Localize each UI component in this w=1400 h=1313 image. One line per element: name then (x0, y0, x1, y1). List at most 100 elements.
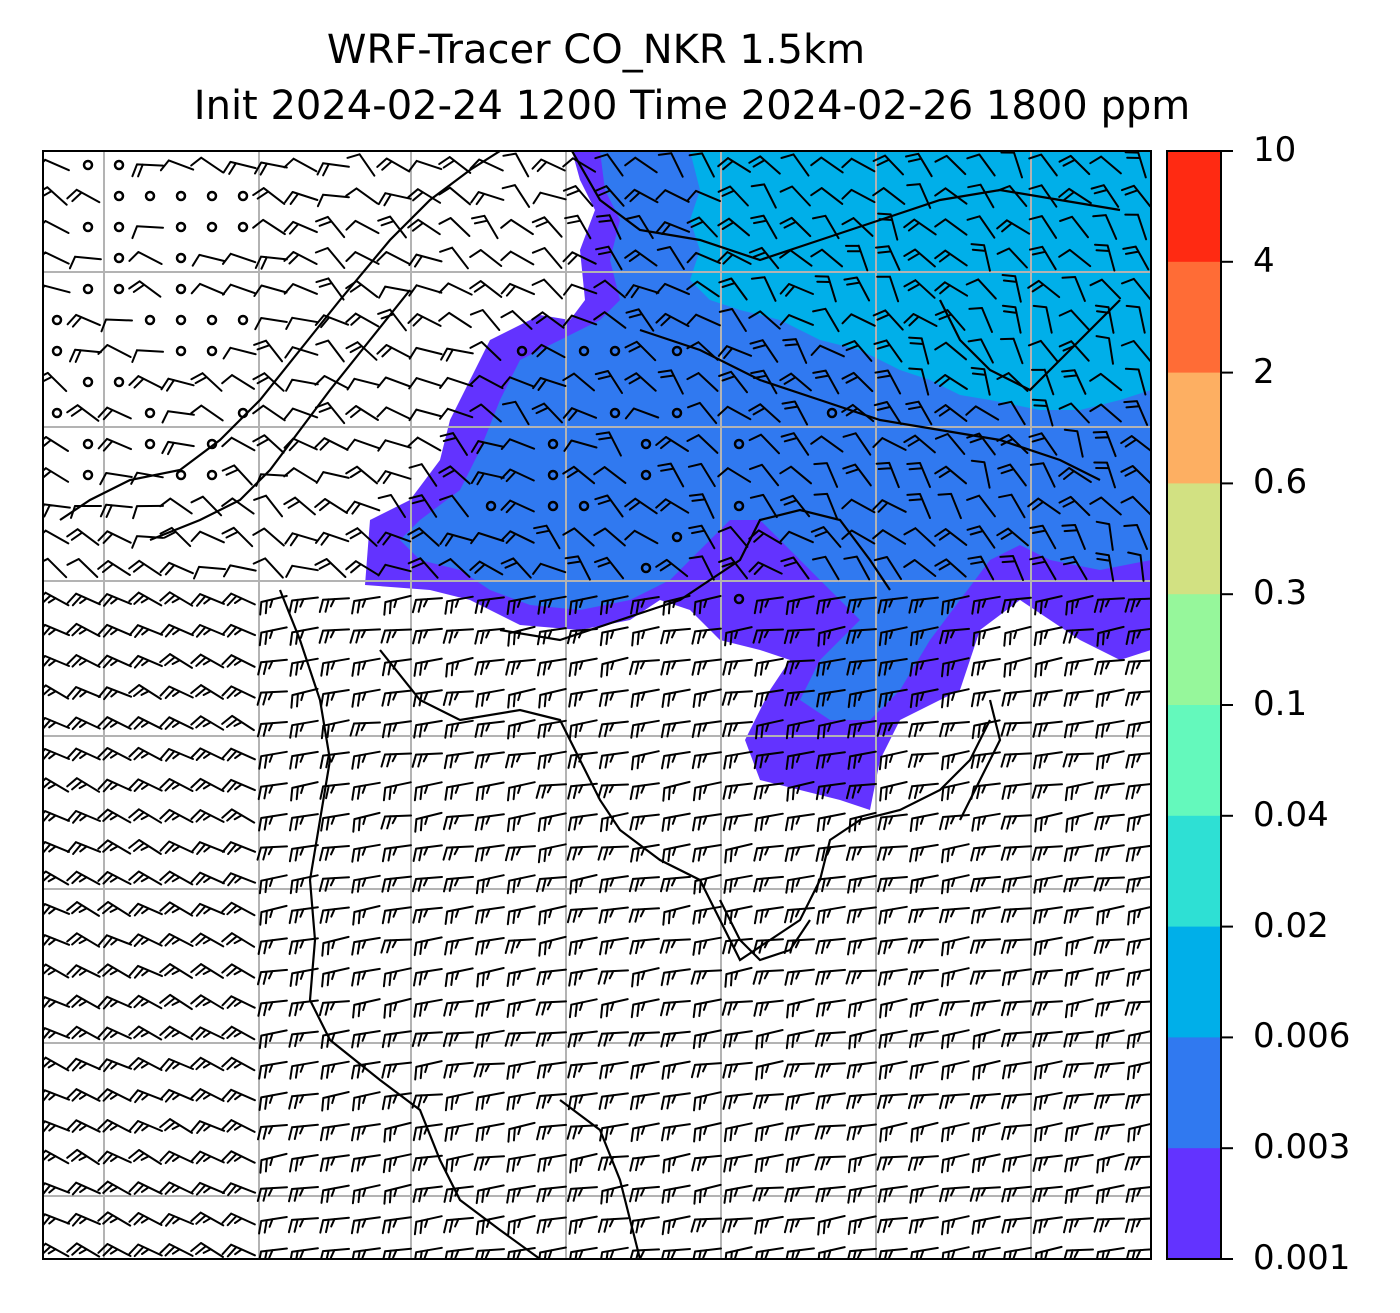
wind-barb (43, 591, 70, 607)
wind-barb (411, 1031, 443, 1048)
colorbar-tick-label: 0.001 (1253, 1238, 1351, 1278)
wind-barb (624, 156, 658, 174)
wind-barb (190, 684, 224, 700)
wind-barb (848, 811, 877, 833)
wind-barb (783, 659, 815, 675)
wind-barb (690, 1217, 722, 1233)
wind-barb (1032, 1154, 1063, 1172)
wind-barb (686, 434, 719, 454)
wind-barb (537, 812, 567, 833)
wind-barb (252, 557, 284, 579)
wind-barb (159, 526, 192, 548)
wind-barb (597, 1031, 629, 1047)
wind-barb (872, 499, 907, 513)
wind-barb (1089, 496, 1122, 516)
wind-barb (998, 400, 1026, 426)
wind-barb (753, 782, 784, 800)
wind-barb (43, 557, 68, 579)
wind-barb (847, 937, 877, 956)
wind-barb (812, 369, 840, 395)
wind-barb (814, 1062, 846, 1078)
wind-barb (878, 626, 908, 647)
wind-barb (289, 1154, 319, 1173)
wind-barb (934, 218, 968, 236)
wind-barb (474, 627, 505, 645)
wind-barb (376, 157, 411, 173)
wind-barb (506, 998, 536, 1018)
wind-barb (1127, 1122, 1151, 1143)
wind-barb (444, 1122, 474, 1142)
wind-barb (252, 527, 285, 547)
wind-barb (752, 969, 784, 985)
wind-barb (351, 936, 381, 956)
wind-barb (941, 1246, 970, 1259)
wind-barb (345, 341, 378, 361)
wind-barb (221, 963, 256, 979)
wind-barb (785, 874, 815, 894)
wind-barb (471, 214, 499, 240)
wind-barb (934, 528, 968, 546)
wind-barb (1028, 215, 1058, 239)
wind-barb (288, 999, 319, 1017)
wind-barb (970, 366, 991, 396)
wind-barb (414, 1060, 443, 1081)
wind-barb (1033, 1060, 1063, 1081)
wind-barb (934, 341, 967, 361)
wind-barb (221, 714, 255, 732)
wind-barb (1029, 245, 1057, 271)
wind-barb (879, 781, 908, 802)
wind-barbs (43, 151, 1151, 1259)
wind-barb (600, 998, 629, 1019)
wind-barb (190, 1088, 225, 1102)
wind-barb (377, 308, 407, 332)
wind-barb (875, 461, 900, 489)
wind-barb (66, 1148, 100, 1166)
wind-barb (784, 689, 815, 707)
wind-barb (877, 1185, 908, 1204)
wind-barb (970, 1092, 1001, 1110)
wind-barb (934, 465, 967, 485)
wind-barb (624, 249, 658, 267)
wind-barb (159, 963, 193, 979)
wind-barb (815, 937, 846, 955)
wind-barb (692, 813, 722, 832)
wind-barb (1089, 278, 1122, 300)
wind-barb (257, 999, 288, 1017)
wind-barb (595, 431, 622, 457)
wind-barb (1062, 628, 1094, 644)
wind-barb (688, 555, 715, 581)
wind-barb (316, 193, 350, 208)
wind-barb (784, 844, 815, 862)
wind-barb (320, 1247, 350, 1259)
wind-barb (1093, 1093, 1125, 1110)
wind-barb (629, 1216, 660, 1235)
calm-marker (175, 345, 187, 357)
calm-marker (206, 190, 218, 202)
wind-barb (723, 750, 753, 770)
wind-barb (660, 1030, 691, 1048)
wind-barb (1126, 813, 1151, 832)
wind-barb (1032, 1185, 1063, 1203)
wind-barb (600, 1184, 629, 1205)
colorbar-tick-label: 2 (1253, 351, 1275, 392)
calm-marker (113, 159, 125, 171)
wind-barb (190, 1181, 225, 1196)
wind-barb (283, 407, 319, 420)
wind-barb (320, 719, 350, 740)
wind-barb (97, 901, 131, 917)
wind-barb (909, 812, 939, 833)
wind-barb (568, 967, 598, 987)
wind-barb (159, 685, 194, 700)
wind-barb (413, 657, 443, 677)
wind-barb (906, 462, 931, 488)
wind-barb (873, 339, 903, 363)
wind-barb (1058, 467, 1092, 483)
wind-barb (566, 1186, 598, 1203)
wind-barb (288, 596, 319, 614)
wind-barb (533, 524, 561, 550)
wind-barb (500, 250, 535, 266)
wind-barb (376, 406, 411, 420)
wind-barb (190, 747, 225, 761)
wind-barb (845, 244, 869, 272)
wind-barb (909, 1184, 939, 1204)
